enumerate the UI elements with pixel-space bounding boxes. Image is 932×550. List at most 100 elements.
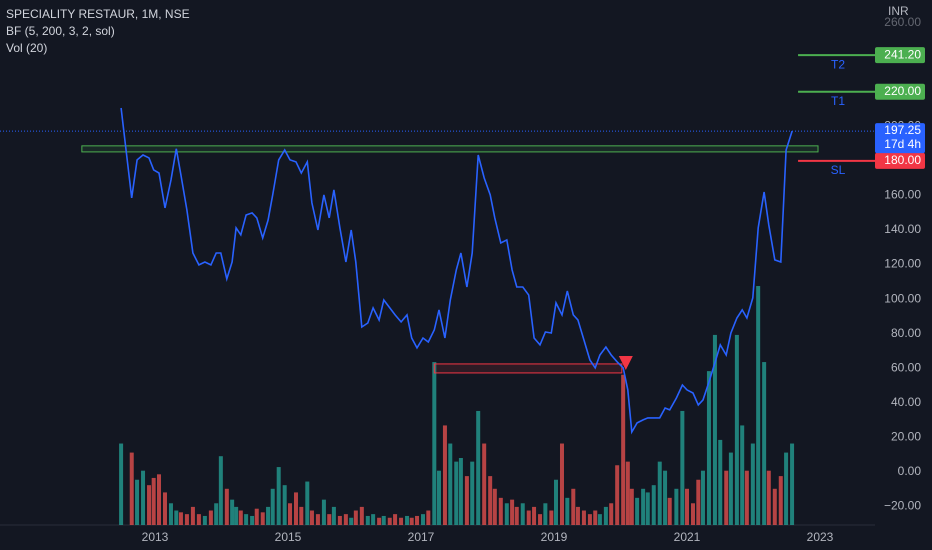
volume-bar [409, 517, 414, 525]
x-tick-label: 2015 [275, 530, 302, 544]
volume-bar [575, 506, 580, 525]
volume-bar [520, 503, 525, 525]
volume-bar [744, 470, 749, 525]
volume-bar [667, 497, 672, 525]
level-price-label: 241.20 [884, 47, 921, 61]
volume-bar [270, 488, 275, 525]
volume-bar [571, 488, 576, 525]
volume-bar [244, 514, 249, 525]
volume-bar [625, 461, 630, 525]
volume-bar [157, 474, 162, 525]
chart-title: SPECIALITY RESTAUR, 1M, NSE [6, 7, 190, 21]
volume-bar [543, 503, 548, 525]
volume-bar [202, 515, 207, 525]
volume-bar [680, 410, 685, 525]
volume-bar [526, 510, 531, 525]
x-tick-label: 2021 [674, 530, 701, 544]
volume-bar [597, 514, 602, 525]
volume-bar [587, 514, 592, 525]
volume-bar [305, 481, 310, 525]
volume-bar [135, 479, 140, 525]
volume-bar [196, 514, 201, 525]
volume-bar [532, 506, 537, 525]
volume-bar [784, 452, 789, 525]
indicator-label: BF (5, 200, 3, 2, sol) [6, 24, 115, 38]
y-tick-label: 100.00 [884, 291, 921, 305]
x-tick-label: 2017 [408, 530, 435, 544]
volume-bar [365, 515, 370, 525]
y-tick-label: 140.00 [884, 222, 921, 236]
volume-bar [448, 443, 453, 525]
volume-bar [740, 425, 745, 525]
volume-bar [151, 477, 156, 525]
volume-bar [510, 499, 515, 525]
volume-bar [426, 510, 431, 525]
y-tick-label: 160.00 [884, 188, 921, 202]
volume-bar [371, 514, 376, 525]
y-tick-label: 120.00 [884, 257, 921, 271]
volume-bar [387, 517, 392, 525]
volume-bar [321, 499, 326, 525]
volume-bar [712, 334, 717, 525]
y-tick-label: −20.00 [884, 499, 921, 513]
x-tick-label: 2023 [807, 530, 834, 544]
volume-bar [718, 439, 723, 525]
volume-bar [728, 452, 733, 525]
last-price-box [875, 123, 925, 154]
volume-bar [549, 510, 554, 525]
volume-bar [454, 461, 459, 525]
volume-bar [162, 492, 167, 525]
volume-bar [476, 410, 481, 525]
volume-bar [343, 514, 348, 525]
volume-bar [778, 476, 783, 525]
volume-bar [762, 362, 767, 525]
level-label: SL [831, 163, 846, 177]
volume-bar [147, 485, 152, 525]
volume-bar [436, 470, 441, 525]
volume-bar [706, 371, 711, 525]
volume-bar [538, 514, 543, 525]
volume-bar [276, 467, 281, 525]
volume-bar [432, 362, 437, 525]
volume-bar [377, 517, 382, 525]
volume-bar [353, 510, 358, 525]
volume-bar [309, 510, 314, 525]
zone [433, 363, 623, 374]
volume-bar [208, 510, 213, 525]
volume-bar [674, 488, 679, 525]
volume-bar [250, 515, 255, 525]
y-tick-label: 20.00 [891, 430, 921, 444]
level-price-label: 180.00 [884, 153, 921, 167]
volume-bar [470, 461, 475, 525]
last-price-label: 197.25 [884, 123, 921, 137]
volume-bar [498, 497, 503, 525]
volume-bar [554, 479, 559, 525]
level-price-box [875, 47, 925, 64]
volume-bar [288, 503, 293, 525]
volume-bar [349, 517, 354, 525]
zone [81, 145, 819, 153]
y-tick-label: 40.00 [891, 395, 921, 409]
signal-marker [618, 355, 633, 370]
volume-bar [593, 510, 598, 525]
y-tick-label: 0.00 [898, 464, 922, 478]
volume-bar [790, 443, 795, 525]
volume-bar [609, 503, 614, 525]
y-tick-label: 80.00 [891, 326, 921, 340]
volume-bar [734, 334, 739, 525]
volume-bar [651, 485, 656, 525]
volume-bar [442, 425, 447, 525]
volume-bar [750, 443, 755, 525]
volume-bar [254, 508, 259, 525]
volume-bar [399, 517, 404, 525]
volume-bar [230, 499, 235, 525]
volume-bar [514, 506, 519, 525]
volume-bar [260, 512, 265, 525]
volume-bar [685, 488, 690, 525]
x-tick-label: 2013 [142, 530, 169, 544]
volume-bar [766, 470, 771, 525]
volume-bar [756, 286, 761, 525]
volume-bar [214, 503, 219, 525]
